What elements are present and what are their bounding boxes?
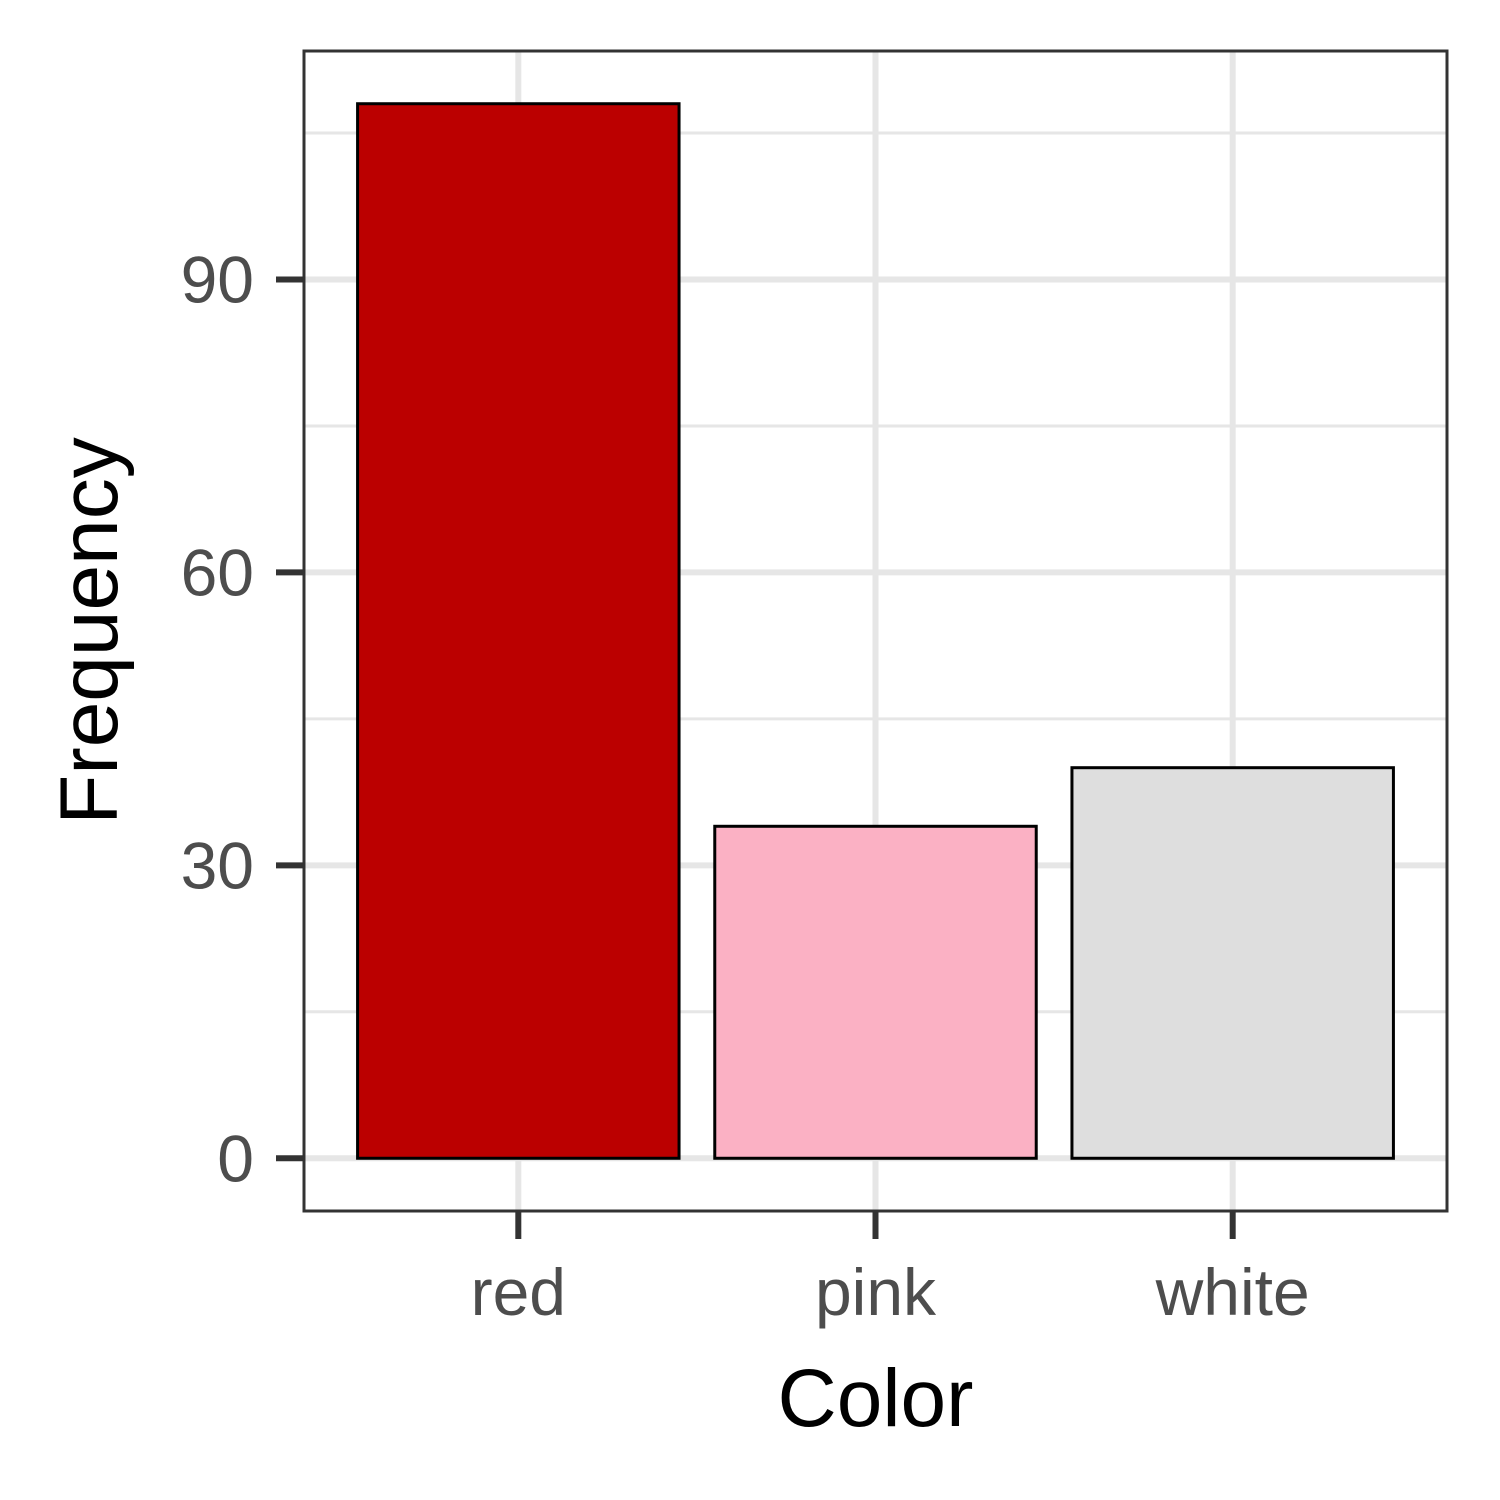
bar-red (356, 102, 681, 1160)
x-tick-label: pink (815, 1255, 937, 1329)
bars (356, 102, 1395, 1160)
y-tick-label: 60 (181, 535, 254, 609)
x-tick-label: white (1155, 1255, 1310, 1329)
x-tick-label: red (471, 1255, 566, 1329)
y-axis-title: Frequency (44, 437, 135, 824)
y-tick-label: 0 (217, 1121, 254, 1195)
y-tick-label: 90 (181, 242, 254, 316)
x-axis: red pink white (471, 1211, 1310, 1329)
bar-pink (713, 824, 1038, 1160)
x-axis-title: Color (778, 1353, 974, 1444)
bar-white (1070, 766, 1395, 1160)
y-axis: 0 30 60 90 (181, 242, 304, 1195)
y-tick-label: 30 (181, 828, 254, 902)
